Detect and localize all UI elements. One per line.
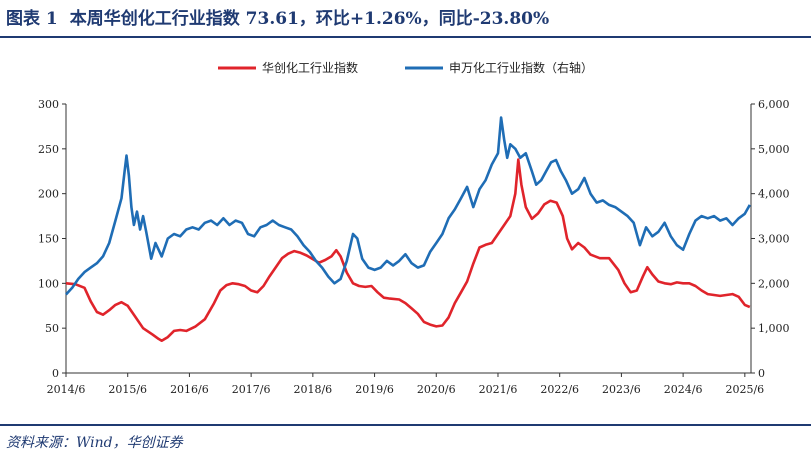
right-tick-label: 4,000 — [758, 188, 790, 201]
source-note: 资料来源：Wind，华创证券 — [6, 435, 183, 451]
x-tick-label: 2021/6 — [479, 383, 518, 396]
left-tick-label: 50 — [45, 322, 59, 335]
right-tick-label: 0 — [758, 367, 765, 380]
left-tick-label: 200 — [38, 188, 59, 201]
x-tick-label: 2025/6 — [725, 383, 764, 396]
left-tick-label: 0 — [52, 367, 59, 380]
axes: 0 50 100 150 200 250 300 0 1,000 2,000 3,000 4,000 5… — [38, 98, 790, 396]
legend-label-1: 华创化工行业指数 — [262, 60, 358, 75]
chart-title: 图表 1 本周华创化工行业指数 73.61，环比+1.26%，同比-23.80% — [6, 4, 561, 29]
legend-label-2: 申万化工行业指数（右轴） — [449, 60, 593, 75]
left-tick-label: 150 — [38, 233, 59, 246]
title-divider — [0, 36, 811, 38]
x-tick-label: 2022/6 — [540, 383, 579, 396]
series-line-2 — [65, 116, 751, 296]
x-tick-label: 2014/6 — [47, 383, 86, 396]
x-tick-label: 2015/6 — [108, 383, 147, 396]
x-tick-label: 2023/6 — [602, 383, 641, 396]
right-tick-label: 5,000 — [758, 143, 790, 156]
x-tick-label: 2018/6 — [293, 383, 332, 396]
right-tick-label: 3,000 — [758, 233, 790, 246]
x-tick-label: 2019/6 — [355, 383, 394, 396]
left-tick-label: 100 — [38, 277, 59, 290]
x-tick-label: 2017/6 — [232, 383, 271, 396]
figure-title: 本周华创化工行业指数 73.61，环比+1.26%，同比-23.80% — [69, 9, 550, 29]
right-tick-label: 2,000 — [758, 277, 790, 290]
right-tick-label: 6,000 — [758, 98, 790, 111]
left-tick-label: 250 — [38, 143, 59, 156]
left-tick-label: 300 — [38, 98, 59, 111]
footer-divider — [0, 424, 811, 426]
x-tick-label: 2016/6 — [170, 383, 209, 396]
legend: 华创化工行业指数 申万化工行业指数（右轴） — [218, 60, 593, 75]
right-tick-label: 1,000 — [758, 322, 790, 335]
x-tick-label: 2024/6 — [664, 383, 703, 396]
series-line-1 — [65, 158, 751, 342]
series-lines — [65, 116, 751, 342]
x-tick-label: 2020/6 — [417, 383, 456, 396]
figure-number: 图表 1 — [6, 9, 58, 29]
